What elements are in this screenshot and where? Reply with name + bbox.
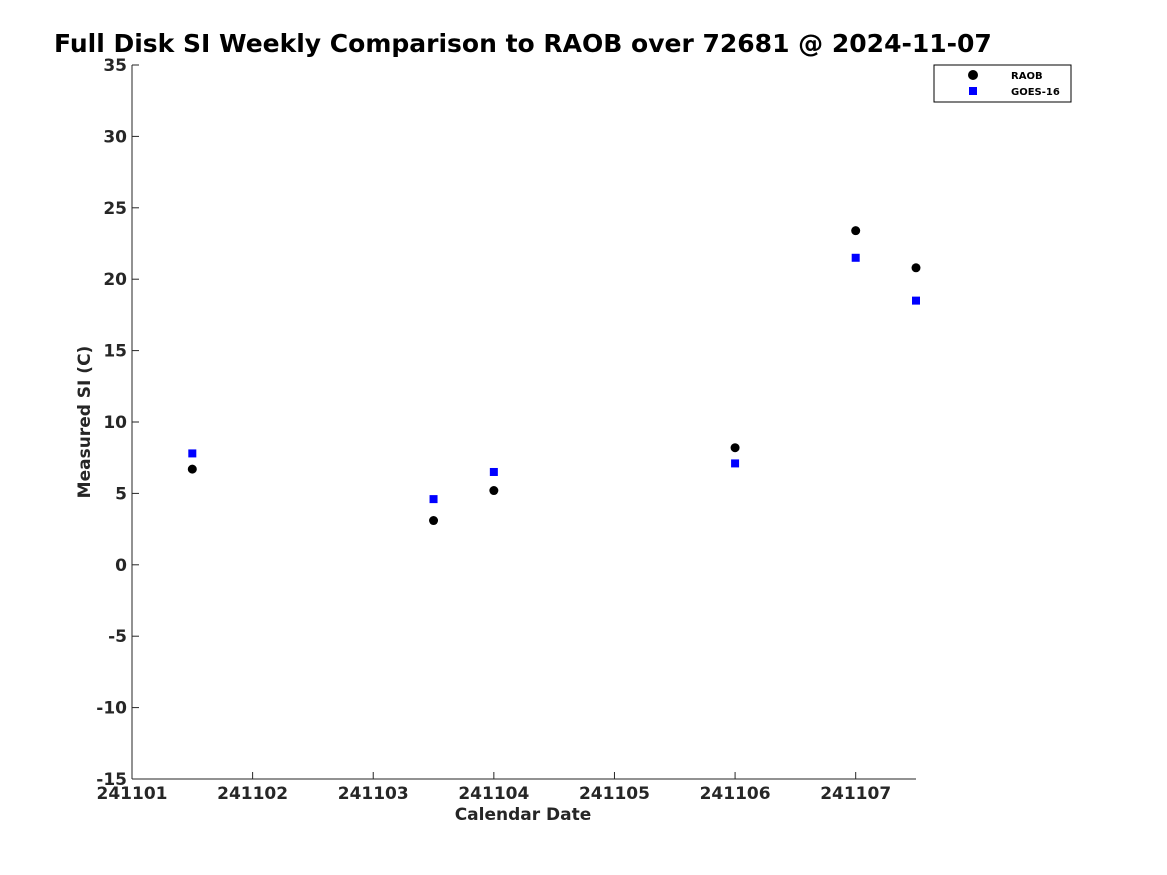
y-tick-label: 15	[103, 342, 127, 362]
y-tick-label: -10	[96, 699, 127, 719]
x-tick-label: 241103	[338, 784, 409, 804]
y-tick-label: -15	[96, 770, 127, 790]
x-tick-label: 241107	[820, 784, 891, 804]
x-tick-label: 241104	[458, 784, 529, 804]
y-tick-label: 25	[103, 199, 127, 219]
legend-label: GOES-16	[1011, 87, 1060, 98]
raob-point	[851, 226, 861, 236]
y-tick-label: 35	[103, 56, 127, 76]
y-tick-label: 5	[115, 484, 127, 504]
x-tick-label: 241106	[700, 784, 771, 804]
y-axis-label: Measured SI (C)	[75, 346, 95, 499]
x-tick-label: 241105	[579, 784, 650, 804]
legend-box	[933, 64, 1072, 103]
x-tick-label: 241101	[97, 784, 168, 804]
goes16-point	[912, 296, 920, 305]
legend-entries: RAOB GOES-16	[968, 70, 1060, 98]
y-ticks: 35 30 25 20 15 10 5 0 -5 -10 -15	[96, 56, 139, 790]
y-tick-label: -5	[108, 627, 127, 647]
x-tick-label: 241102	[217, 784, 288, 804]
legend-raob-marker	[968, 70, 978, 80]
goes16-point	[429, 495, 438, 504]
legend-goes16-marker	[969, 87, 977, 95]
goes16-point	[188, 449, 197, 458]
raob-point	[489, 486, 499, 496]
x-ticks: 241101 241102 241103 241104 241105 241106 2411…	[97, 772, 891, 804]
raob-point	[911, 263, 921, 273]
raob-point	[187, 464, 197, 474]
legend-label: RAOB	[1011, 71, 1043, 82]
y-tick-label: 0	[115, 556, 127, 576]
raob-point	[429, 516, 439, 526]
goes16-point	[731, 459, 740, 468]
y-tick-label: 10	[103, 413, 127, 433]
axes	[131, 65, 916, 780]
legend: RAOB GOES-16	[933, 64, 1072, 103]
data-points	[187, 226, 921, 526]
x-axis-label: Calendar Date	[455, 805, 592, 825]
goes16-point	[851, 253, 860, 262]
y-tick-label: 30	[103, 127, 127, 147]
raob-point	[730, 443, 740, 453]
y-tick-label: 20	[103, 270, 127, 290]
chart-title: Full Disk SI Weekly Comparison to RAOB o…	[54, 29, 992, 58]
goes16-point	[489, 467, 498, 476]
